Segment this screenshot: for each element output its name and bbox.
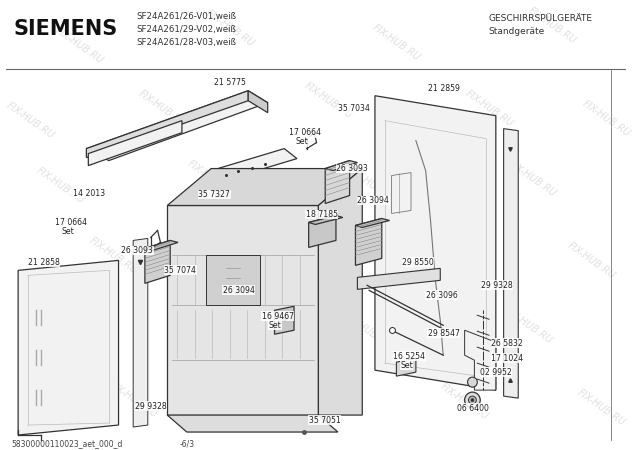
Text: SIEMENS: SIEMENS: [13, 19, 118, 39]
Text: FIX-HUB.RU: FIX-HUB.RU: [342, 310, 393, 351]
Text: FIX-HUB.RU: FIX-HUB.RU: [302, 81, 354, 121]
Polygon shape: [504, 129, 518, 398]
Text: FIX-HUB.RU: FIX-HUB.RU: [576, 388, 627, 428]
Text: Set: Set: [268, 321, 281, 330]
Text: 35 7327: 35 7327: [198, 190, 230, 199]
Polygon shape: [356, 218, 382, 266]
Text: FIX-HUB.RU: FIX-HUB.RU: [439, 382, 490, 422]
Text: FIX-HUB.RU: FIX-HUB.RU: [5, 100, 57, 141]
Text: FIX-HUB.RU: FIX-HUB.RU: [181, 305, 232, 346]
Polygon shape: [275, 306, 294, 334]
Text: 21 5775: 21 5775: [214, 78, 246, 87]
Text: 06 6400: 06 6400: [457, 404, 488, 413]
Text: 18 7185: 18 7185: [306, 210, 338, 219]
Text: 35 7074: 35 7074: [164, 266, 197, 275]
Text: FIX-HUB.RU: FIX-HUB.RU: [346, 166, 398, 206]
Text: GESCHIRRSPÜLGERÄTE: GESCHIRRSPÜLGERÄTE: [488, 14, 592, 23]
Text: 17 0664: 17 0664: [55, 218, 87, 227]
Text: FIX-HUB.RU: FIX-HUB.RU: [34, 166, 86, 206]
Polygon shape: [375, 96, 496, 390]
Polygon shape: [145, 240, 170, 284]
Text: FIX-HUB.RU: FIX-HUB.RU: [565, 240, 617, 280]
Circle shape: [465, 392, 480, 408]
Text: Set: Set: [400, 360, 413, 369]
Text: 17 0664: 17 0664: [289, 128, 321, 137]
Text: SF24A261/26-V01,weiß: SF24A261/26-V01,weiß: [136, 12, 236, 21]
Text: 35 7034: 35 7034: [338, 104, 370, 113]
Text: FIX-HUB.RU: FIX-HUB.RU: [107, 380, 159, 420]
Text: SF24A261/29-V02,weiß: SF24A261/29-V02,weiß: [136, 25, 236, 34]
Text: 26 3094: 26 3094: [223, 286, 255, 295]
Text: FIX-HUB.RU: FIX-HUB.RU: [463, 89, 515, 129]
Polygon shape: [319, 169, 363, 415]
Text: 29 9328: 29 9328: [135, 401, 167, 410]
Text: 26 3094: 26 3094: [357, 196, 389, 205]
Polygon shape: [206, 256, 260, 305]
Text: 16 5254: 16 5254: [394, 352, 425, 361]
Text: 29 8547: 29 8547: [427, 329, 459, 338]
Text: FIX-HUB.RU: FIX-HUB.RU: [415, 235, 466, 275]
Circle shape: [467, 377, 477, 387]
Polygon shape: [325, 161, 350, 203]
Text: FIX-HUB.RU: FIX-HUB.RU: [507, 158, 558, 199]
Polygon shape: [86, 91, 268, 161]
Polygon shape: [133, 238, 148, 427]
Circle shape: [469, 396, 476, 404]
Text: FIX-HUB.RU: FIX-HUB.RU: [273, 388, 325, 428]
Text: FIX-HUB.RU: FIX-HUB.RU: [137, 89, 188, 129]
Polygon shape: [86, 91, 248, 158]
Text: FIX-HUB.RU: FIX-HUB.RU: [185, 158, 237, 199]
Text: 26 3096: 26 3096: [425, 291, 457, 300]
Polygon shape: [167, 169, 363, 206]
Text: FIX-HUB.RU: FIX-HUB.RU: [88, 235, 139, 275]
Text: 29 9328: 29 9328: [481, 281, 513, 290]
Text: SF24A261/28-V03,weiß: SF24A261/28-V03,weiß: [136, 38, 236, 47]
Text: 58300000110023_aet_000_d: 58300000110023_aet_000_d: [11, 440, 123, 449]
Text: 26 3093: 26 3093: [336, 164, 368, 173]
Circle shape: [471, 399, 474, 401]
Polygon shape: [465, 330, 496, 390]
Text: 26 3093: 26 3093: [121, 246, 153, 255]
Polygon shape: [325, 161, 357, 171]
Polygon shape: [88, 121, 182, 166]
Polygon shape: [18, 261, 118, 435]
Polygon shape: [356, 218, 390, 227]
Text: FIX-HUB.RU: FIX-HUB.RU: [205, 9, 256, 49]
Polygon shape: [167, 415, 338, 432]
Text: FIX-HUB.RU: FIX-HUB.RU: [371, 22, 422, 63]
Text: 21 2859: 21 2859: [427, 84, 459, 93]
Polygon shape: [145, 240, 178, 250]
Polygon shape: [308, 216, 343, 225]
Text: FIX-HUB.RU: FIX-HUB.RU: [580, 99, 632, 139]
Text: 29 8550: 29 8550: [402, 258, 434, 267]
Text: FIX-HUB.RU: FIX-HUB.RU: [502, 305, 554, 346]
Text: FIX-HUB.RU: FIX-HUB.RU: [254, 228, 305, 269]
Text: 21 2858: 21 2858: [28, 258, 60, 267]
Text: 14 2013: 14 2013: [73, 189, 105, 198]
Text: FIX-HUB.RU: FIX-HUB.RU: [527, 6, 578, 46]
Text: 02 9952: 02 9952: [480, 368, 512, 377]
Text: Set: Set: [62, 227, 75, 236]
Text: Standgeräte: Standgeräte: [488, 27, 544, 36]
Polygon shape: [211, 148, 297, 180]
Text: 26 5832: 26 5832: [491, 339, 523, 348]
Text: Set: Set: [296, 137, 308, 146]
Text: -6/3: -6/3: [180, 440, 195, 449]
Polygon shape: [167, 206, 319, 415]
Polygon shape: [248, 91, 268, 112]
Text: 35 7051: 35 7051: [308, 415, 340, 424]
Text: FIX-HUB.RU: FIX-HUB.RU: [20, 310, 71, 351]
Polygon shape: [308, 216, 336, 248]
Polygon shape: [357, 268, 440, 289]
Polygon shape: [396, 358, 416, 376]
Text: FIX-HUB.RU: FIX-HUB.RU: [54, 26, 106, 66]
Text: 16 9467: 16 9467: [262, 312, 294, 321]
Text: 17 1024: 17 1024: [491, 354, 523, 363]
